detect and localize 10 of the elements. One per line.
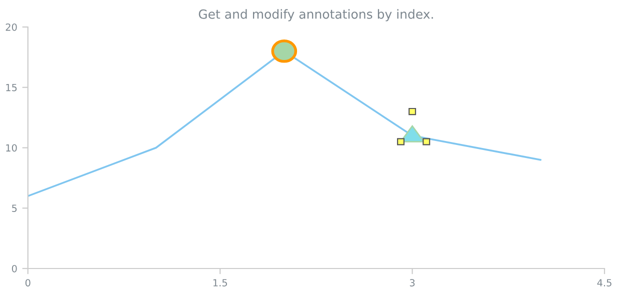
y-tick-label: 5: [12, 204, 17, 212]
chart-title: Get and modify annotations by index.: [198, 9, 433, 22]
x-tick-label: 0: [25, 279, 30, 286]
x-tick-label: 4.5: [597, 279, 612, 286]
y-tick-label: 20: [6, 23, 17, 31]
x-tick-label: 1.5: [213, 279, 227, 286]
y-tick-label: 10: [6, 144, 17, 152]
y-tick-label: 0: [12, 264, 17, 272]
y-tick-label: 15: [6, 84, 17, 92]
x-tick-label: 3: [410, 279, 415, 286]
